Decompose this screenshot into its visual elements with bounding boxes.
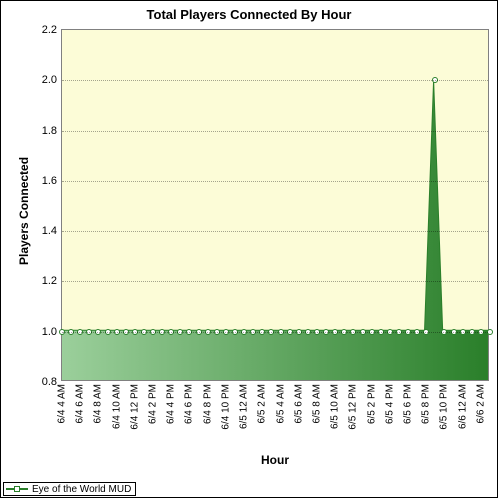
x-tick-label: 6/5 10 PM bbox=[439, 384, 450, 430]
plot-area: 0.81.01.21.41.61.82.02.26/4 4 AM6/4 6 AM… bbox=[61, 29, 489, 381]
x-tick-label: 6/5 4 PM bbox=[384, 384, 395, 424]
y-tick-label: 1.6 bbox=[42, 175, 57, 187]
x-tick-label: 6/5 6 AM bbox=[293, 384, 304, 423]
chart-title: Total Players Connected By Hour bbox=[1, 7, 497, 22]
y-tick-label: 1.2 bbox=[42, 275, 57, 287]
x-tick-label: 6/5 2 AM bbox=[257, 384, 268, 423]
grid-line bbox=[62, 80, 488, 81]
x-tick-label: 6/5 4 AM bbox=[275, 384, 286, 423]
x-tick-label: 6/5 6 PM bbox=[403, 384, 414, 424]
legend-label: Eye of the World MUD bbox=[32, 484, 131, 495]
x-tick-label: 6/6 2 AM bbox=[475, 384, 486, 423]
x-tick-label: 6/4 8 PM bbox=[202, 384, 213, 424]
x-tick-label: 6/5 12 PM bbox=[348, 384, 359, 430]
x-tick-label: 6/5 10 AM bbox=[330, 384, 341, 429]
chart-frame: Total Players Connected By Hour Players … bbox=[0, 0, 498, 498]
y-tick-label: 2.2 bbox=[42, 24, 57, 36]
grid-line bbox=[62, 181, 488, 182]
y-axis-label: Players Connected bbox=[17, 157, 31, 265]
x-tick-label: 6/4 6 PM bbox=[184, 384, 195, 424]
x-axis-label: Hour bbox=[61, 453, 489, 467]
y-tick-label: 1.0 bbox=[42, 326, 57, 338]
x-tick-label: 6/5 8 PM bbox=[421, 384, 432, 424]
x-tick-label: 6/5 12 AM bbox=[239, 384, 250, 429]
x-tick-label: 6/4 2 PM bbox=[148, 384, 159, 424]
x-tick-label: 6/5 8 AM bbox=[311, 384, 322, 423]
series-markers bbox=[62, 30, 488, 380]
legend: Eye of the World MUD bbox=[3, 482, 136, 496]
y-tick-label: 2.0 bbox=[42, 74, 57, 86]
y-tick-label: 1.8 bbox=[42, 125, 57, 137]
x-tick-label: 6/4 12 PM bbox=[129, 384, 140, 430]
x-tick-label: 6/4 10 PM bbox=[220, 384, 231, 430]
x-tick-label: 6/5 2 PM bbox=[366, 384, 377, 424]
y-tick-label: 0.8 bbox=[42, 376, 57, 388]
grid-line bbox=[62, 332, 488, 333]
grid-line bbox=[62, 131, 488, 132]
x-tick-label: 6/4 4 PM bbox=[166, 384, 177, 424]
x-tick-label: 6/4 8 AM bbox=[93, 384, 104, 423]
x-tick-label: 6/4 6 AM bbox=[75, 384, 86, 423]
x-tick-label: 6/6 12 AM bbox=[457, 384, 468, 429]
legend-swatch bbox=[6, 484, 28, 494]
x-tick-label: 6/4 10 AM bbox=[111, 384, 122, 429]
y-tick-label: 1.4 bbox=[42, 225, 57, 237]
grid-line bbox=[62, 231, 488, 232]
x-tick-label: 6/4 4 AM bbox=[57, 384, 68, 423]
grid-line bbox=[62, 281, 488, 282]
